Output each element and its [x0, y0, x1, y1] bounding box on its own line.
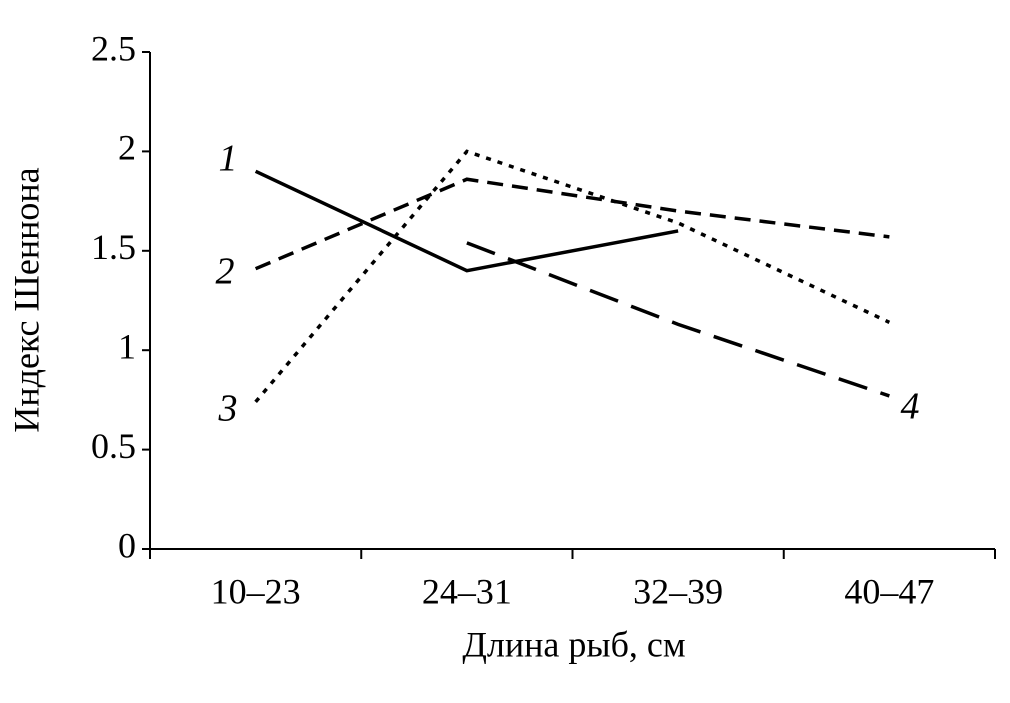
x-tick-label: 32–39 — [633, 571, 723, 611]
series-line — [254, 177, 890, 271]
series-line — [466, 241, 890, 398]
x-tick-label: 10–23 — [211, 571, 301, 611]
y-tick-label: 2 — [118, 128, 136, 168]
y-tick-label: 0 — [118, 525, 136, 565]
series-line — [254, 149, 891, 404]
x-tick-label: 40–47 — [844, 571, 934, 611]
series-label: 4 — [901, 386, 920, 428]
y-axis-label: Индекс Шеннона — [6, 167, 46, 432]
series-line — [254, 169, 679, 273]
y-tick-label: 1 — [118, 326, 136, 366]
series-label: 1 — [219, 138, 238, 180]
y-tick-label: 0.5 — [91, 426, 136, 466]
y-tick-label: 1.5 — [91, 227, 136, 267]
x-tick-label: 24–31 — [422, 571, 512, 611]
series-label: 2 — [216, 251, 235, 293]
y-tick-label: 2.5 — [91, 28, 136, 68]
x-axis-label: Длина рыб, см — [462, 624, 685, 664]
series-label: 3 — [218, 388, 238, 430]
